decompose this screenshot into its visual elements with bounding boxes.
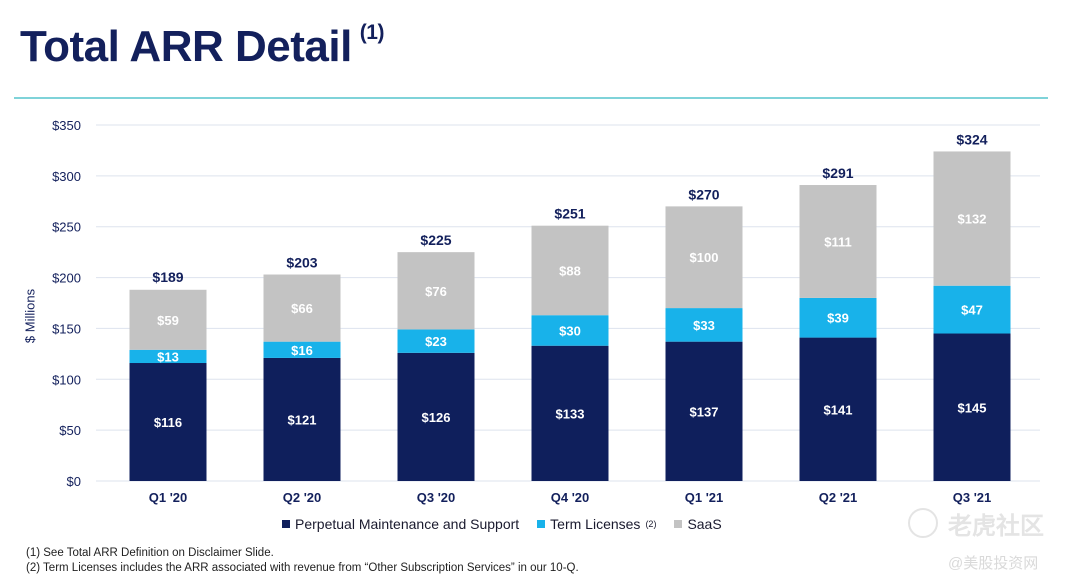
bar-segment-saas xyxy=(129,289,207,350)
x-tick-label: Q2 '21 xyxy=(819,490,858,505)
data-label: $76 xyxy=(425,284,447,299)
data-label: $145 xyxy=(958,400,987,415)
bar-segment-perpetual xyxy=(531,345,609,481)
y-tick-label: $0 xyxy=(67,474,81,489)
data-label: $16 xyxy=(291,343,313,358)
data-label: $39 xyxy=(827,311,849,326)
footnote-1: (1) See Total ARR Definition on Disclaim… xyxy=(26,547,274,559)
legend-item-term: Term Licenses (2) xyxy=(537,516,656,532)
bar-segment-term xyxy=(665,308,743,342)
y-tick-label: $350 xyxy=(52,118,81,133)
total-label: $270 xyxy=(688,186,719,202)
y-tick-label: $100 xyxy=(52,372,81,387)
bar-segment-perpetual xyxy=(799,337,877,481)
page-title-text: Total ARR Detail xyxy=(20,22,352,71)
total-label: $251 xyxy=(554,206,585,222)
bar-segment-perpetual xyxy=(933,333,1011,481)
x-tick-label: Q4 '20 xyxy=(551,490,590,505)
bar-segment-term xyxy=(531,315,609,346)
y-tick-label: $150 xyxy=(52,321,81,336)
data-label: $30 xyxy=(559,323,581,338)
total-label: $324 xyxy=(956,131,987,147)
data-label: $111 xyxy=(824,234,852,249)
data-label: $133 xyxy=(556,406,585,421)
data-label: $88 xyxy=(559,263,581,278)
data-label: $141 xyxy=(824,402,853,417)
total-label: $189 xyxy=(152,269,183,285)
data-label: $66 xyxy=(291,301,313,316)
total-label: $291 xyxy=(822,165,853,181)
bar-segment-term xyxy=(129,349,207,364)
bar-segment-saas xyxy=(665,206,743,309)
chart-legend: Perpetual Maintenance and Support Term L… xyxy=(0,516,1080,532)
bar-segment-saas xyxy=(933,151,1011,286)
data-label: $47 xyxy=(961,303,983,318)
data-label: $33 xyxy=(693,318,715,333)
data-label: $132 xyxy=(958,212,987,227)
bar-segment-perpetual xyxy=(397,352,475,481)
y-tick-label: $50 xyxy=(59,423,81,438)
bar-segment-saas xyxy=(799,185,877,298)
y-tick-label: $300 xyxy=(52,169,81,184)
watermark-handle: @美股投资网 xyxy=(948,555,1039,572)
total-label: $203 xyxy=(286,255,317,271)
y-tick-label: $250 xyxy=(52,220,81,235)
data-label: $126 xyxy=(422,410,451,425)
bar-segment-perpetual xyxy=(263,357,341,481)
legend-swatch-saas xyxy=(674,520,683,528)
x-tick-label: Q1 '21 xyxy=(685,490,724,505)
data-label: $13 xyxy=(157,349,179,364)
footnotes: (1) See Total ARR Definition on Disclaim… xyxy=(26,546,579,576)
legend-term-footnote-marker: (2) xyxy=(645,519,657,529)
legend-swatch-perpetual xyxy=(282,520,290,528)
y-tick-label: $200 xyxy=(52,271,81,286)
bar-segment-term xyxy=(799,297,877,338)
x-tick-label: Q3 '21 xyxy=(953,490,992,505)
legend-label-perpetual: Perpetual Maintenance and Support xyxy=(295,516,520,532)
watermark-icon xyxy=(908,508,938,538)
data-label: $23 xyxy=(425,334,447,349)
data-label: $59 xyxy=(157,313,179,328)
page-title: Total ARR Detail (1) xyxy=(20,21,385,72)
legend-label-term: Term Licenses xyxy=(550,516,641,532)
bar-segment-term xyxy=(933,285,1011,334)
x-tick-label: Q1 '20 xyxy=(149,490,188,505)
data-label: $100 xyxy=(690,250,719,265)
bar-segment-perpetual xyxy=(665,341,743,481)
title-footnote-marker: (1) xyxy=(359,21,385,45)
legend-label-saas: SaaS xyxy=(687,516,722,532)
data-label: $121 xyxy=(288,412,317,427)
legend-swatch-term xyxy=(537,520,546,528)
data-label: $116 xyxy=(154,415,182,430)
y-axis-title: $ Millions xyxy=(22,288,38,344)
data-label: $137 xyxy=(690,404,719,419)
footnote-2: (2) Term Licenses includes the ARR assoc… xyxy=(26,562,579,574)
bar-segment-term xyxy=(263,341,341,358)
bar-segment-saas xyxy=(531,225,609,316)
bar-segment-perpetual xyxy=(129,363,207,481)
watermark-brand: 老虎社区 xyxy=(948,513,1044,540)
total-label: $225 xyxy=(420,232,451,248)
title-divider xyxy=(14,97,1048,99)
x-tick-label: Q2 '20 xyxy=(283,490,322,505)
legend-item-saas: SaaS xyxy=(674,516,722,532)
bar-segment-saas xyxy=(397,252,475,330)
x-tick-label: Q3 '20 xyxy=(417,490,456,505)
bar-segment-term xyxy=(397,329,475,353)
legend-item-perpetual: Perpetual Maintenance and Support xyxy=(282,516,519,532)
bar-segment-saas xyxy=(263,274,341,342)
